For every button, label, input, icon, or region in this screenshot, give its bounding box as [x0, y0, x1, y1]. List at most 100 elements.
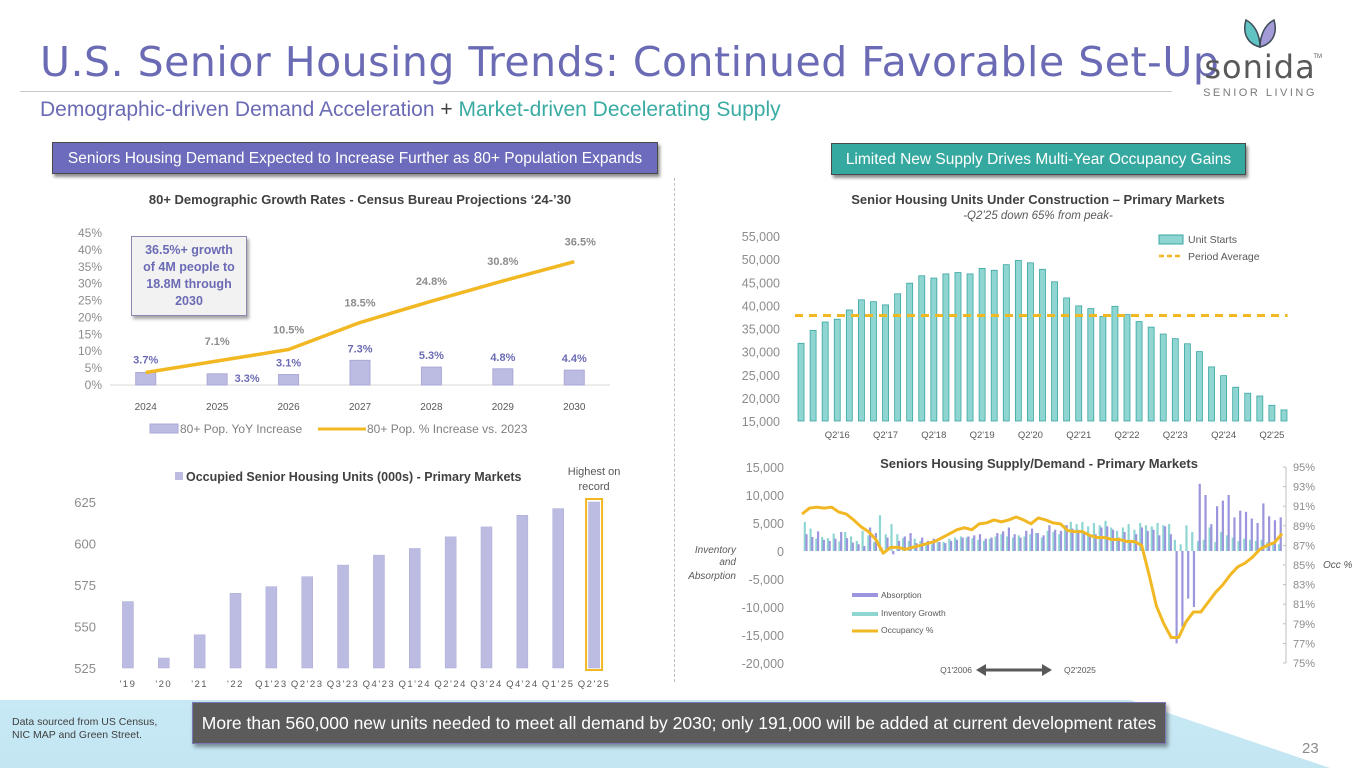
unit-starts-bar: [1256, 395, 1264, 422]
absorption-bar: [990, 537, 993, 551]
absorption-bar: [1007, 527, 1011, 551]
unit-starts-bar: [918, 275, 926, 422]
conclusion-banner: More than 560,000 new units needed to me…: [192, 702, 1166, 744]
absorption-bar: [1100, 527, 1103, 551]
yoy-bar: [135, 372, 157, 386]
inventory-growth-bar: [826, 538, 830, 551]
inventory-growth-bar: [994, 536, 997, 551]
logo-trademark: TM: [1313, 54, 1322, 60]
inventory-growth-bar: [1156, 523, 1159, 551]
unit-starts-bar: [1196, 351, 1203, 422]
absorption-bar: [811, 537, 814, 551]
y-tick-right: 91%: [1293, 501, 1315, 513]
absorption-bar: [1187, 551, 1190, 599]
absorption-bar: [1268, 516, 1271, 551]
yoy-data-label: 3.3%: [235, 373, 260, 385]
x-tick-label: 2030: [563, 402, 586, 413]
absorption-bar: [1262, 503, 1265, 551]
unit-starts-bar: [894, 293, 902, 422]
footer-wedge: [1130, 700, 1365, 768]
absorption-bar: [1181, 551, 1184, 627]
demographic-chart: 80+ Demographic Growth Rates - Census Bu…: [0, 180, 670, 450]
x-tick-label: Q2'19: [970, 430, 995, 441]
chart-title: Seniors Housing Supply/Demand - Primary …: [880, 456, 1198, 471]
inventory-growth-bar: [815, 538, 818, 551]
yoy-data-label: 3.1%: [276, 358, 301, 370]
inventory-growth-bar: [1225, 535, 1229, 551]
x-tick-label: 2026: [277, 402, 300, 413]
unit-starts-bar: [1268, 404, 1276, 422]
absorption-bar: [903, 536, 906, 551]
inventory-growth-bar: [1214, 542, 1217, 551]
unit-starts-bar: [1002, 264, 1010, 422]
occupied-bar: [552, 508, 564, 669]
unit-starts-bar: [797, 342, 805, 422]
inventory-growth-bar: [925, 543, 928, 551]
x-tick-label: Q4'24: [506, 679, 539, 690]
legend-line-label: 80+ Pop. % Increase vs. 2023: [367, 422, 528, 436]
inventory-growth-bar: [1150, 526, 1153, 551]
y-tick-left: -10,000: [742, 601, 784, 615]
occupied-bar: [265, 586, 278, 669]
inventory-growth-bar: [1035, 533, 1038, 551]
absorption-bar: [1250, 518, 1253, 551]
absorption-bar: [1082, 533, 1086, 551]
inventory-growth-bar: [844, 531, 847, 551]
x-tick-label: Q4'23: [363, 679, 396, 690]
inventory-growth-bar: [832, 533, 835, 551]
y-tick-label: 35,000: [742, 323, 780, 337]
cumulative-data-label: 30.8%: [487, 256, 518, 268]
right-axis-label: Occ %: [1323, 560, 1353, 571]
unit-starts-bar: [990, 269, 998, 422]
y-tick-right: 85%: [1293, 560, 1315, 572]
page-number: 23: [1302, 740, 1319, 757]
x-tick-label: '19: [119, 679, 136, 690]
inventory-growth-bar: [861, 530, 864, 551]
inventory-growth-bar: [1040, 537, 1043, 551]
y-tick-label: 35%: [78, 260, 102, 274]
inventory-growth-bar: [884, 534, 887, 551]
absorption-bar: [1054, 529, 1057, 551]
absorption-bar: [1025, 530, 1028, 551]
chart-title: Senior Housing Units Under Construction …: [851, 192, 1224, 207]
unit-starts-bar: [906, 282, 914, 422]
yoy-bar: [206, 373, 228, 386]
legend-inventory-label: Inventory Growth: [881, 608, 946, 618]
x-tick-label: Q2'23: [291, 679, 324, 690]
inventory-growth-bar: [930, 544, 934, 551]
absorption-bar: [840, 531, 843, 551]
unit-starts-bar: [1208, 366, 1215, 422]
unit-starts-bar: [1014, 260, 1022, 422]
absorption-bar: [851, 542, 854, 551]
unit-starts-bar: [1123, 314, 1131, 422]
occupied-bar: [158, 657, 170, 669]
inventory-growth-bar: [1011, 537, 1015, 551]
inventory-growth-bar: [1168, 524, 1171, 551]
absorption-bar: [1169, 534, 1172, 551]
unit-starts-bar: [858, 299, 865, 422]
inventory-growth-bar: [982, 540, 986, 551]
absorption-bar: [1210, 524, 1213, 551]
y-tick-left: -20,000: [742, 657, 784, 671]
logo-wordmark: sonida: [1204, 48, 1316, 86]
inventory-growth-bar: [1231, 537, 1234, 551]
inventory-growth-bar: [1069, 521, 1072, 551]
absorption-bar: [1204, 495, 1207, 551]
inventory-growth-bar: [849, 536, 853, 551]
x-tick-label: 2025: [206, 402, 229, 413]
inventory-growth-bar: [838, 541, 841, 551]
y-tick-right: 95%: [1293, 462, 1315, 474]
x-tick-label: Q2'23: [1163, 430, 1188, 441]
absorption-bar: [1030, 528, 1034, 551]
x-tick-label: '20: [155, 679, 172, 690]
x-tick-label: Q2'22: [1114, 430, 1139, 441]
chart-subtitle: -Q2’25 down 65% from peak-: [963, 210, 1113, 222]
occupied-bar: [444, 536, 457, 669]
growth-callout: 36.5%+ growth of 4M people to 18.8M thro…: [131, 236, 247, 316]
y-tick-right: 89%: [1293, 521, 1315, 533]
absorption-bar: [944, 543, 947, 551]
x-tick-label: 2027: [349, 402, 372, 413]
y-tick-label: 25,000: [742, 369, 780, 383]
range-start-label: Q1'2006: [940, 665, 972, 675]
yoy-data-label: 3.7%: [133, 355, 158, 367]
